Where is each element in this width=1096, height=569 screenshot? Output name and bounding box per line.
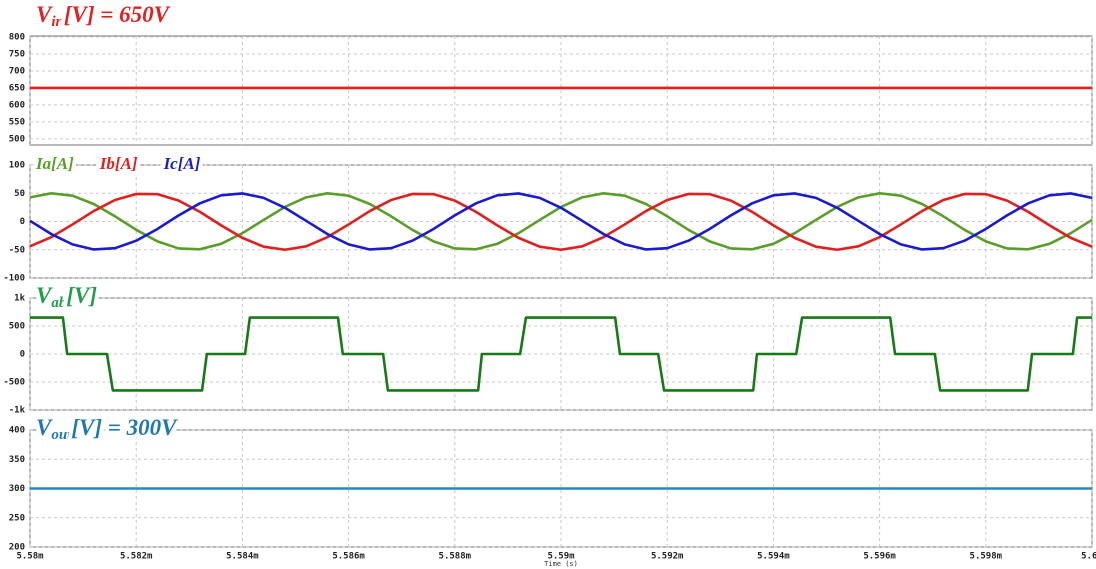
y-tick-label: 1k (14, 294, 25, 304)
y-tick-label: 400 (9, 426, 25, 436)
title-subscript: ab (51, 295, 67, 311)
y-tick-label: 300 (9, 484, 25, 494)
title-text: [V] = 300V (71, 415, 178, 440)
x-tick-label: 5.598m (970, 552, 1003, 562)
panel-title: Vab[V] (36, 283, 97, 311)
y-tick-label: 650 (9, 83, 25, 93)
y-tick-label: 550 (9, 117, 25, 127)
x-axis-label: Time (s) (544, 560, 578, 568)
y-tick-label: -50 (9, 245, 25, 255)
title-subscript: out (51, 427, 72, 443)
x-tick-label: 5.586m (332, 552, 365, 562)
panel-title: Vout[V] = 300V (36, 415, 178, 443)
y-tick-label: -100 (3, 274, 25, 284)
x-tick-label: 5.592m (651, 552, 684, 562)
y-tick-label: 750 (9, 49, 25, 59)
trace (29, 192, 1093, 252)
y-tick-label: -500 (3, 378, 25, 388)
x-tick-label: 5.596m (863, 552, 896, 562)
x-tick-label: 5.588m (439, 552, 472, 562)
x-tick-label: 5.594m (757, 552, 790, 562)
y-tick-label: 200 (9, 543, 25, 553)
y-tick-label: -1k (9, 406, 26, 416)
y-tick-label: 800 (9, 33, 25, 43)
y-tick-label: 500 (9, 322, 25, 332)
y-tick-label: 500 (9, 134, 25, 144)
title-subscript: in (51, 14, 64, 30)
y-tick-label: 600 (9, 100, 25, 110)
y-tick-label: 50 (14, 189, 25, 199)
title-text: [V] (66, 283, 97, 308)
x-tick-label: 5.6m (1081, 552, 1096, 562)
y-tick-label: 350 (9, 455, 25, 465)
panel-title: Vin[V] = 650V (36, 2, 171, 30)
trace (29, 192, 1093, 251)
title-text: [V] = 650V (64, 2, 171, 27)
y-tick-label: 0 (20, 350, 25, 360)
legend-entry: Ic[A] (163, 154, 201, 173)
x-tick-label: 5.584m (226, 552, 259, 562)
x-tick-label: 5.59m (547, 552, 575, 562)
y-tick-label: 700 (9, 66, 25, 76)
x-tick-label: 5.58m (16, 552, 44, 562)
y-tick-label: 0 (20, 217, 25, 227)
legend-entry: Ia[A] (35, 154, 74, 173)
legend-entry: Ib[A] (99, 154, 138, 173)
y-tick-label: 100 (9, 161, 25, 171)
x-tick-label: 5.582m (120, 552, 153, 562)
trace (30, 316, 1092, 392)
y-tick-label: 250 (9, 513, 25, 523)
